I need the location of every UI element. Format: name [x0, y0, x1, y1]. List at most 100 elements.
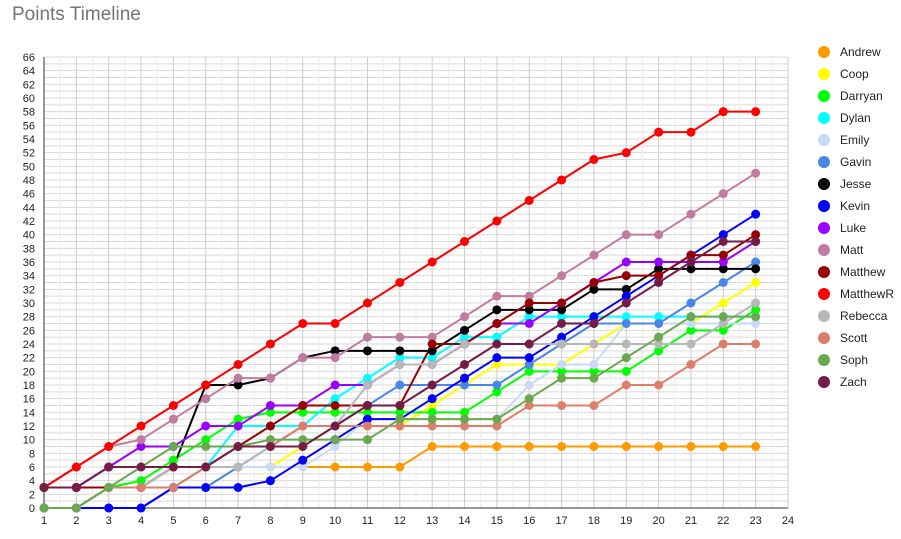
- legend-item-dylan[interactable]: Dylan: [818, 107, 894, 129]
- data-point-matthew: [557, 298, 567, 308]
- legend-label: Rebecca: [840, 309, 888, 323]
- data-point-darryan: [751, 305, 761, 315]
- data-point-darryan: [265, 407, 275, 417]
- legend-item-kevin[interactable]: Kevin: [818, 195, 894, 217]
- data-point-zach: [524, 339, 534, 349]
- y-tick-label: 56: [23, 120, 35, 132]
- legend-item-gavin[interactable]: Gavin: [818, 151, 894, 173]
- data-point-emily: [524, 380, 534, 390]
- legend-item-matthewr[interactable]: MatthewR: [818, 283, 894, 305]
- legend-marker: [818, 90, 830, 102]
- legend-item-rebecca[interactable]: Rebecca: [818, 305, 894, 327]
- data-point-dylan: [654, 312, 664, 322]
- data-point-darryan: [201, 435, 211, 445]
- data-point-zach: [460, 360, 470, 369]
- legend-item-matt[interactable]: Matt: [818, 239, 894, 261]
- data-point-zach: [168, 462, 178, 472]
- y-tick-label: 48: [23, 175, 35, 187]
- data-point-matthew: [751, 230, 761, 240]
- legend-item-soph[interactable]: Soph: [818, 349, 894, 371]
- data-point-kevin: [201, 483, 211, 492]
- y-tick-label: 32: [23, 284, 35, 296]
- data-point-andrew: [654, 442, 664, 451]
- data-point-zach: [362, 401, 372, 410]
- x-tick-label: 8: [267, 515, 273, 527]
- x-tick-label: 10: [329, 515, 341, 527]
- legend-item-andrew[interactable]: Andrew: [818, 41, 894, 63]
- legend-item-coop[interactable]: Coop: [818, 63, 894, 85]
- legend-item-luke[interactable]: Luke: [818, 217, 894, 239]
- legend-label: Jesse: [840, 177, 872, 191]
- data-point-rebecca: [718, 319, 728, 328]
- data-point-matthewr: [168, 401, 178, 410]
- data-point-scott: [524, 401, 534, 410]
- legend-item-emily[interactable]: Emily: [818, 129, 894, 151]
- data-point-zach: [265, 442, 275, 451]
- data-point-matthewr: [362, 298, 372, 308]
- data-point-zach: [104, 462, 114, 472]
- data-point-matthewr: [589, 155, 599, 164]
- data-point-soph: [589, 373, 599, 383]
- data-point-luke: [654, 257, 664, 267]
- data-point-matthew: [524, 298, 534, 308]
- data-point-soph: [104, 483, 114, 492]
- legend-item-jesse[interactable]: Jesse: [818, 173, 894, 195]
- data-point-scott: [460, 421, 470, 431]
- data-point-andrew: [686, 442, 696, 451]
- x-tick-label: 18: [588, 515, 600, 527]
- data-point-matt: [136, 435, 146, 445]
- data-point-darryan: [136, 476, 146, 486]
- data-point-matt: [686, 209, 696, 219]
- data-point-soph: [362, 435, 372, 445]
- legend-marker: [818, 332, 830, 344]
- data-point-scott: [718, 339, 728, 349]
- legend-item-scott[interactable]: Scott: [818, 327, 894, 349]
- legend: Andrew Coop Darryan Dylan Emily Gavin Jesse Kev…: [818, 41, 894, 393]
- data-point-andrew: [395, 462, 405, 472]
- data-point-zach: [621, 298, 631, 308]
- data-point-emily: [265, 462, 275, 472]
- y-tick-label: 4: [29, 476, 35, 488]
- data-point-matthewr: [395, 278, 405, 287]
- y-tick-label: 16: [23, 394, 35, 406]
- data-point-matthewr: [71, 462, 81, 472]
- data-point-matthewr: [460, 237, 470, 246]
- y-tick-label: 0: [29, 503, 35, 515]
- x-tick-label: 3: [106, 515, 112, 527]
- data-point-rebecca: [233, 462, 243, 472]
- data-point-rebecca: [557, 339, 567, 349]
- legend-item-zach[interactable]: Zach: [818, 371, 894, 393]
- series-points: [39, 107, 761, 513]
- data-point-soph: [492, 414, 502, 424]
- legend-item-matthew[interactable]: Matthew: [818, 261, 894, 283]
- data-point-zach: [71, 483, 81, 492]
- legend-marker: [818, 288, 830, 300]
- data-point-zach: [136, 462, 146, 472]
- legend-item-darryan[interactable]: Darryan: [818, 85, 894, 107]
- data-point-jesse: [621, 284, 631, 294]
- data-point-darryan: [168, 455, 178, 465]
- data-point-jesse: [686, 264, 696, 274]
- data-point-matthewr: [686, 127, 696, 137]
- data-point-zach: [233, 442, 243, 451]
- data-point-kevin: [362, 414, 372, 424]
- data-point-matthewr: [330, 319, 340, 328]
- data-point-luke: [265, 401, 275, 410]
- legend-label: Gavin: [840, 155, 872, 169]
- legend-marker: [818, 354, 830, 366]
- data-point-jesse: [362, 346, 372, 356]
- data-point-darryan: [362, 407, 372, 417]
- data-point-andrew: [460, 442, 470, 451]
- data-point-jesse: [524, 305, 534, 315]
- y-tick-label: 20: [23, 366, 35, 378]
- data-point-darryan: [621, 366, 631, 376]
- y-tick-label: 44: [23, 202, 35, 214]
- data-point-scott: [427, 421, 437, 431]
- data-point-matthew: [621, 271, 631, 281]
- y-tick-label: 54: [23, 134, 35, 146]
- data-point-matthew: [589, 278, 599, 287]
- data-point-matt: [330, 353, 340, 363]
- data-point-matthewr: [298, 319, 308, 328]
- y-tick-label: 2: [29, 489, 35, 501]
